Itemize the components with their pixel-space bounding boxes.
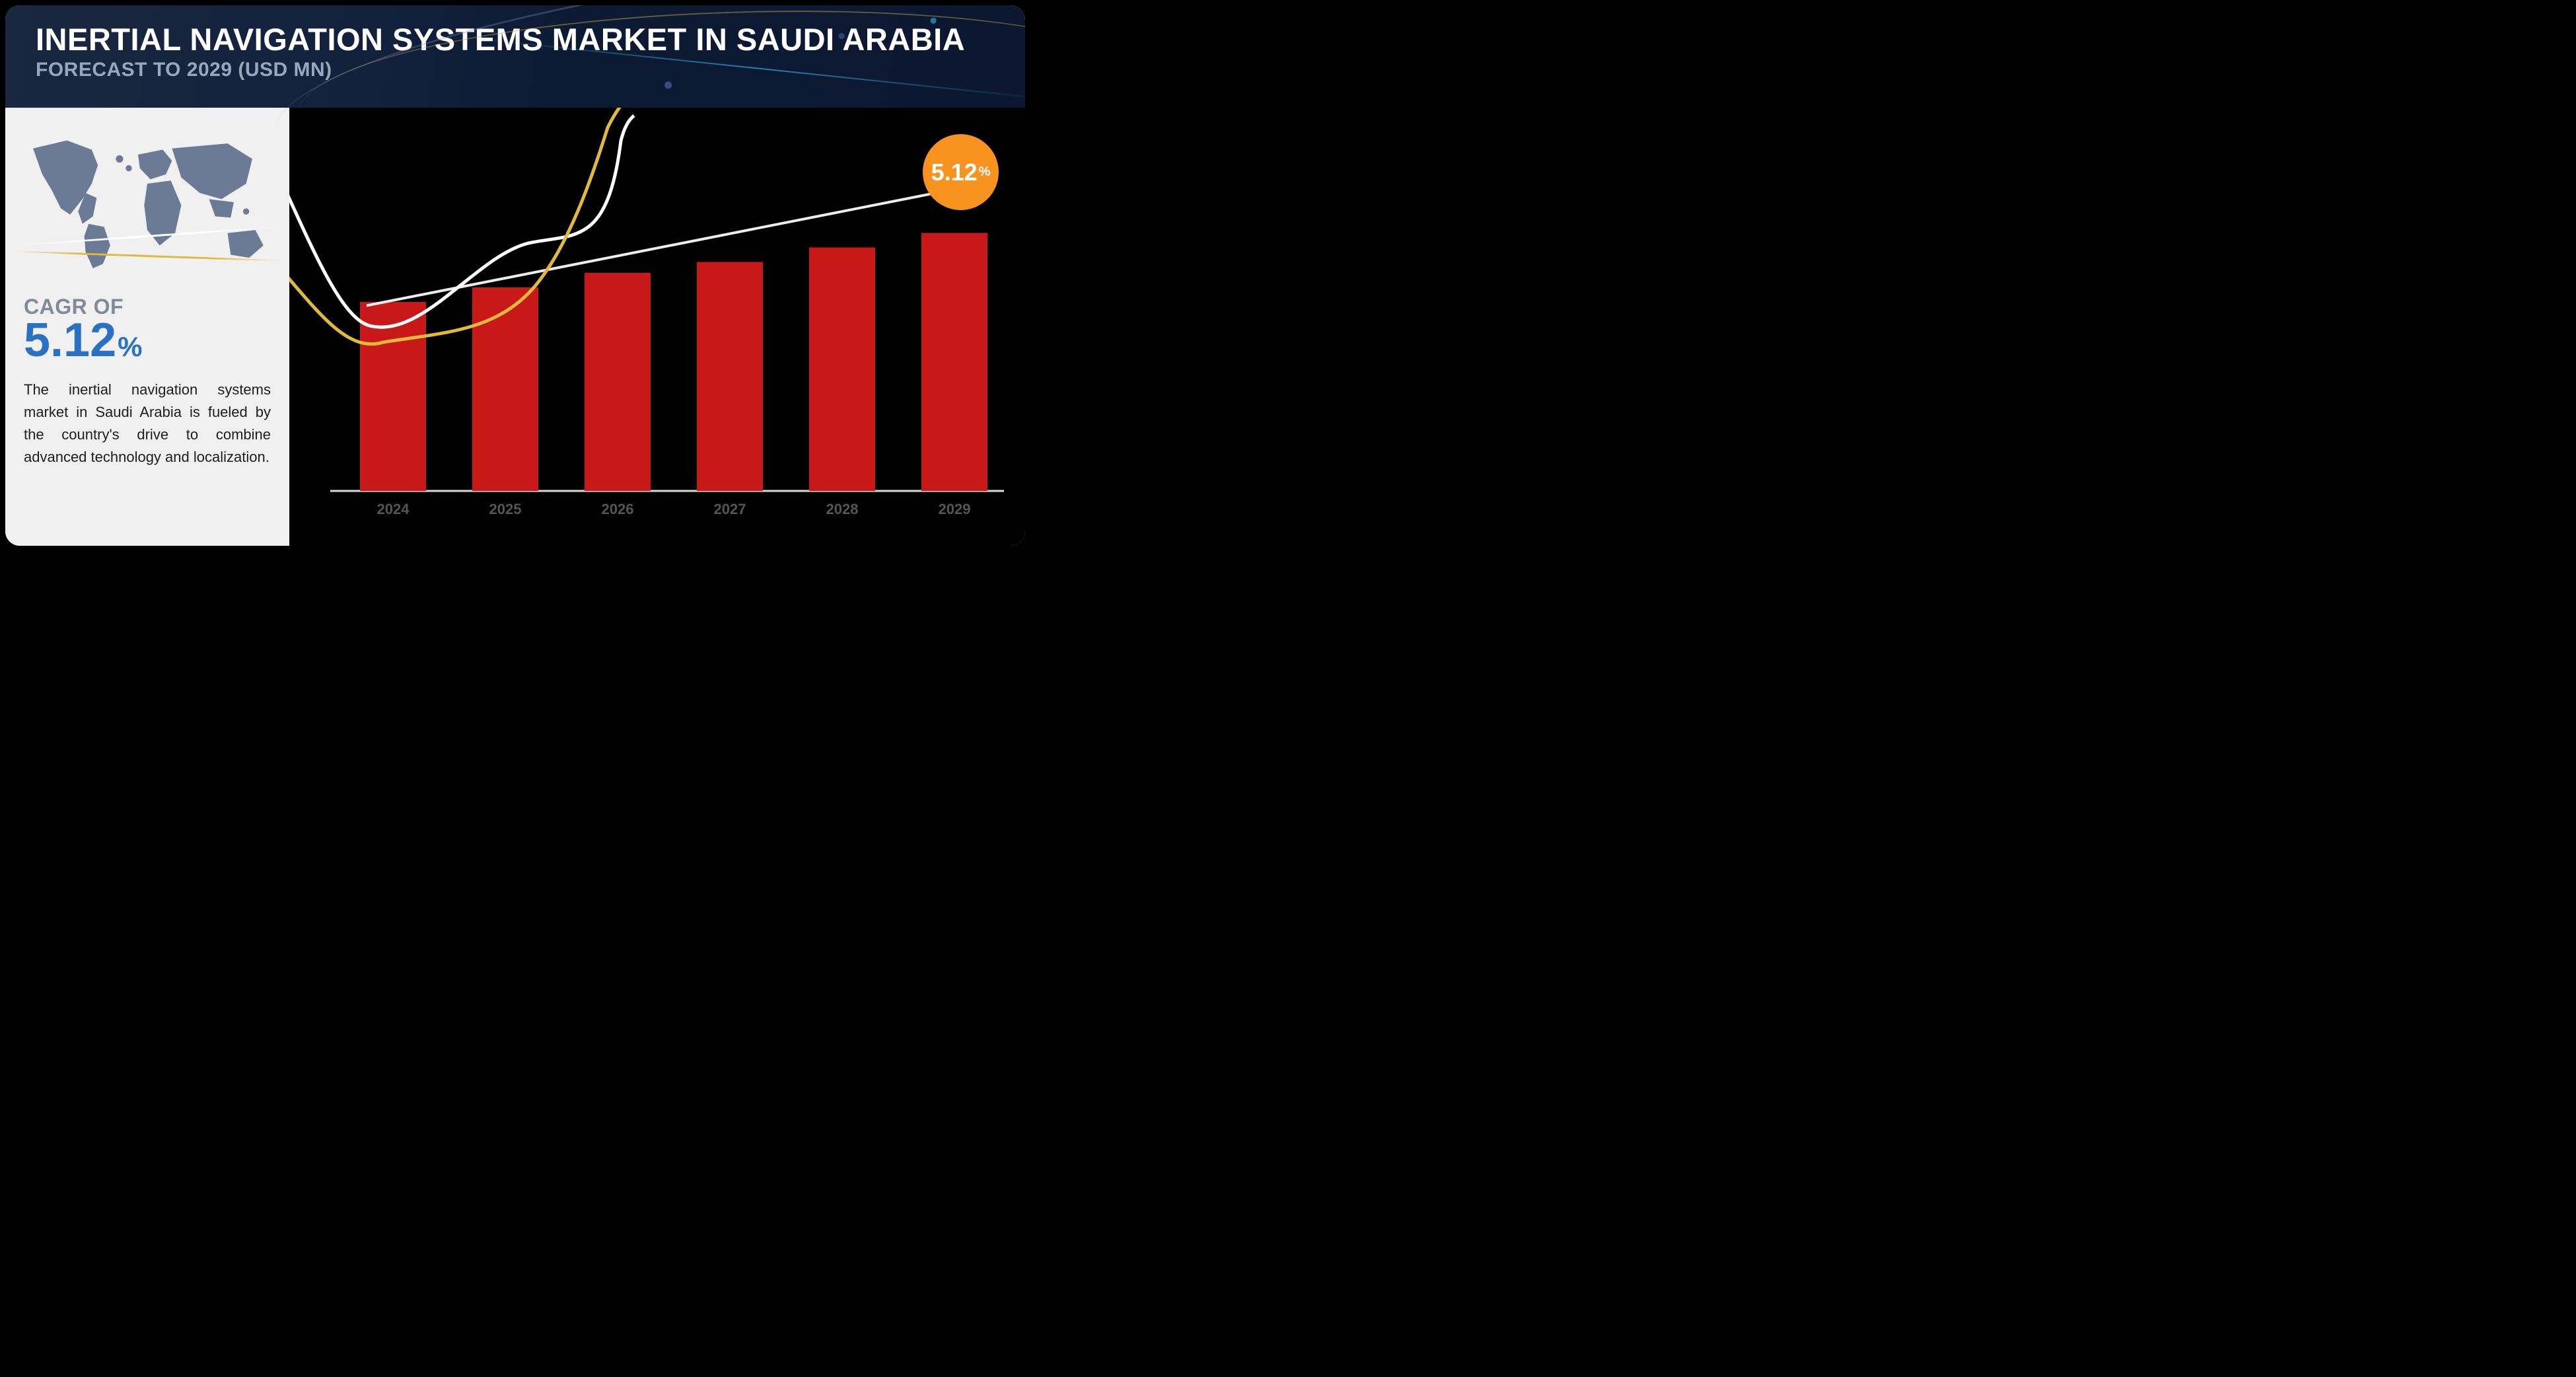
badge-unit: % xyxy=(979,165,991,180)
overlay-curve-white xyxy=(289,116,634,327)
bar-2027 xyxy=(697,262,763,492)
overlay-curve-gold xyxy=(289,108,627,344)
cagr-number: 5.12 xyxy=(24,314,116,367)
xlabel-2025: 2025 xyxy=(489,501,522,517)
chart-svg: 2024 2025 2026 2027 2028 2029 xyxy=(289,108,1025,546)
bar-2028 xyxy=(809,248,875,492)
x-labels: 2024 2025 2026 2027 2028 2029 xyxy=(377,501,971,517)
report-title: INERTIAL NAVIGATION SYSTEMS MARKET IN SA… xyxy=(36,24,995,55)
world-map xyxy=(24,126,271,278)
forecast-chart: 2024 2025 2026 2027 2028 2029 5.12% xyxy=(289,108,1025,546)
cagr-value: 5.12% xyxy=(24,316,271,364)
cagr-badge: 5.12% xyxy=(923,134,999,210)
xlabel-2026: 2026 xyxy=(602,501,634,517)
xlabel-2028: 2028 xyxy=(826,501,859,517)
body-row: CAGR OF 5.12% The inertial navigation sy… xyxy=(5,108,1025,546)
xlabel-2027: 2027 xyxy=(714,501,746,517)
header-banner: INERTIAL NAVIGATION SYSTEMS MARKET IN SA… xyxy=(5,5,1025,108)
bar-2025 xyxy=(472,287,538,491)
cagr-unit: % xyxy=(118,331,142,362)
xlabel-2029: 2029 xyxy=(939,501,971,517)
description-text: The inertial navigation systems market i… xyxy=(24,379,271,468)
xlabel-2024: 2024 xyxy=(377,501,410,517)
bars-group xyxy=(360,233,987,492)
bar-2024 xyxy=(360,302,426,491)
report-card: INERTIAL NAVIGATION SYSTEMS MARKET IN SA… xyxy=(5,5,1025,546)
bar-2026 xyxy=(585,273,651,491)
badge-value: 5.12 xyxy=(931,159,978,186)
bar-2029 xyxy=(921,233,987,492)
left-panel: CAGR OF 5.12% The inertial navigation sy… xyxy=(5,108,289,546)
